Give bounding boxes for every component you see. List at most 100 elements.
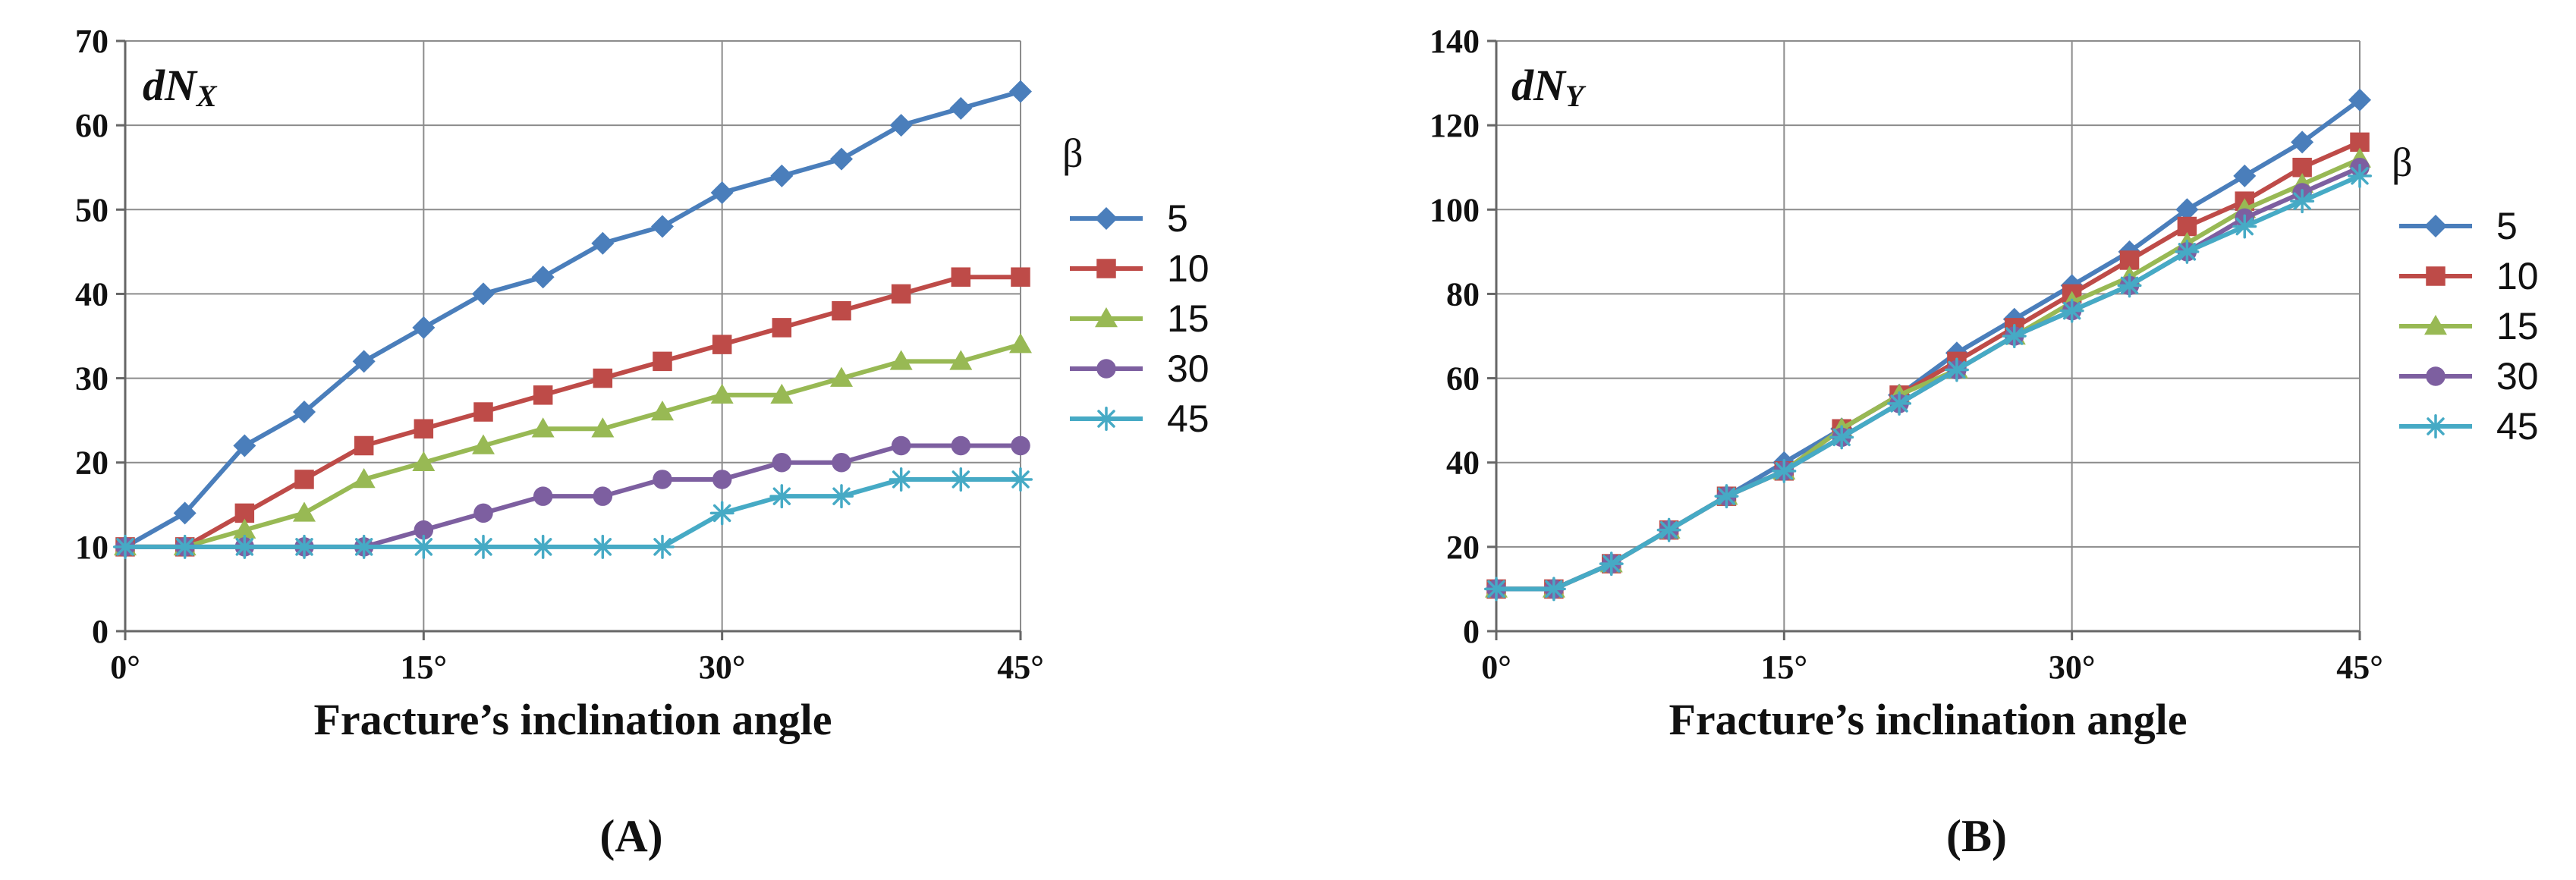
data-point-45	[1484, 577, 1508, 602]
legend-item-15: 15	[2399, 305, 2539, 347]
corner-label: dNY	[1511, 61, 1587, 113]
data-point-45	[829, 484, 854, 509]
y-tick-label: 0	[92, 613, 109, 650]
legend-item-5: 5	[2399, 205, 2518, 247]
legend-label: 10	[2496, 255, 2539, 297]
y-tick-label: 80	[1446, 275, 1480, 313]
panel-label: (A)	[599, 811, 662, 861]
data-point-30	[1011, 435, 1030, 456]
corner-label-subscript: X	[195, 79, 218, 113]
legend-item-45: 45	[1070, 398, 1209, 440]
legend-swatch-marker	[2426, 266, 2445, 286]
data-point-45	[232, 534, 257, 559]
data-point-45	[1656, 517, 1681, 542]
legend-item-5: 5	[1070, 197, 1188, 240]
legend-swatch-marker	[1096, 259, 1116, 278]
data-point-15	[710, 383, 734, 404]
y-tick-label: 120	[1430, 107, 1480, 144]
x-tick-label: 0°	[110, 649, 140, 686]
y-tick-label: 60	[1446, 360, 1480, 398]
series-line-5	[123, 89, 1023, 549]
legend: β 5 10 15 30 45	[1062, 130, 1209, 440]
corner-label: dNX	[143, 61, 218, 113]
data-point-10	[772, 318, 792, 338]
data-point-30	[653, 470, 672, 489]
data-point-45	[1772, 458, 1797, 483]
data-point-10	[653, 351, 672, 372]
data-point-5	[531, 266, 555, 289]
corner-label-subscript: Y	[1565, 79, 1587, 113]
data-point-15	[949, 350, 973, 370]
data-point-30	[951, 435, 971, 456]
x-tick-label: 45°	[2336, 649, 2383, 686]
data-point-5	[651, 215, 674, 238]
legend-swatch-marker	[2426, 366, 2445, 386]
data-point-5	[412, 316, 436, 339]
data-point-30	[891, 435, 911, 456]
data-point-45	[292, 534, 316, 559]
data-point-10	[473, 402, 493, 422]
data-point-45	[2059, 298, 2084, 323]
y-tick-label: 20	[75, 445, 109, 482]
legend: β 5 10 15 30 45	[2392, 140, 2539, 448]
data-point-5	[830, 147, 853, 171]
legend-item-45: 45	[2399, 405, 2539, 448]
data-point-10	[414, 419, 434, 439]
y-tick-label: 50	[75, 191, 109, 228]
data-point-30	[414, 520, 434, 540]
y-tick-label: 140	[1430, 23, 1480, 60]
data-point-5	[352, 350, 376, 373]
legend-swatch-marker	[1095, 307, 1118, 328]
x-tick-label: 30°	[2049, 649, 2096, 686]
legend-title: β	[2392, 140, 2412, 185]
data-point-45	[1887, 391, 1912, 416]
data-point-5	[233, 434, 256, 457]
legend-label: 45	[1167, 398, 1209, 440]
legend-item-30: 30	[2399, 355, 2539, 398]
data-point-10	[832, 300, 851, 321]
y-tick-label: 30	[75, 360, 109, 398]
x-tick-label: 15°	[1761, 649, 1808, 686]
data-point-5	[2291, 130, 2314, 154]
data-point-45	[1599, 552, 1624, 577]
data-point-15	[233, 518, 256, 539]
legend-swatch-marker	[2424, 215, 2447, 237]
data-point-45	[113, 534, 137, 559]
data-point-10	[712, 335, 732, 354]
data-point-45	[1541, 577, 1566, 602]
data-point-5	[293, 401, 316, 424]
data-point-10	[593, 368, 613, 388]
data-point-5	[173, 501, 197, 525]
data-point-15	[1009, 333, 1032, 354]
legend-label: 30	[1167, 347, 1209, 390]
data-point-30	[593, 486, 613, 506]
legend-title: β	[1062, 130, 1083, 176]
data-point-45	[172, 534, 197, 559]
data-point-45	[2175, 239, 2200, 264]
data-point-5	[889, 114, 913, 137]
data-point-45	[1714, 484, 1739, 509]
legend-item-10: 10	[1070, 247, 1209, 290]
series-line-15	[123, 342, 1023, 549]
legend-label: 15	[2496, 305, 2539, 347]
data-point-45	[889, 467, 914, 492]
data-point-15	[531, 417, 555, 438]
legend-swatch-marker	[1095, 207, 1118, 230]
legend-label: 5	[2496, 205, 2518, 247]
data-point-10	[533, 385, 553, 405]
y-tick-label: 100	[1430, 191, 1480, 228]
series-line-45	[1494, 173, 2362, 592]
y-tick-label: 70	[75, 23, 109, 60]
legend-item-15: 15	[1070, 297, 1209, 340]
data-point-45	[2232, 214, 2257, 239]
data-point-45	[2290, 189, 2315, 214]
data-point-45	[1944, 357, 1969, 382]
data-point-5	[591, 231, 615, 255]
legend-label: 30	[2496, 355, 2539, 398]
legend-swatch-marker	[1094, 407, 1118, 431]
data-point-10	[891, 284, 911, 304]
series-line-10	[123, 275, 1023, 549]
data-point-15	[651, 401, 674, 421]
data-point-15	[889, 350, 913, 370]
